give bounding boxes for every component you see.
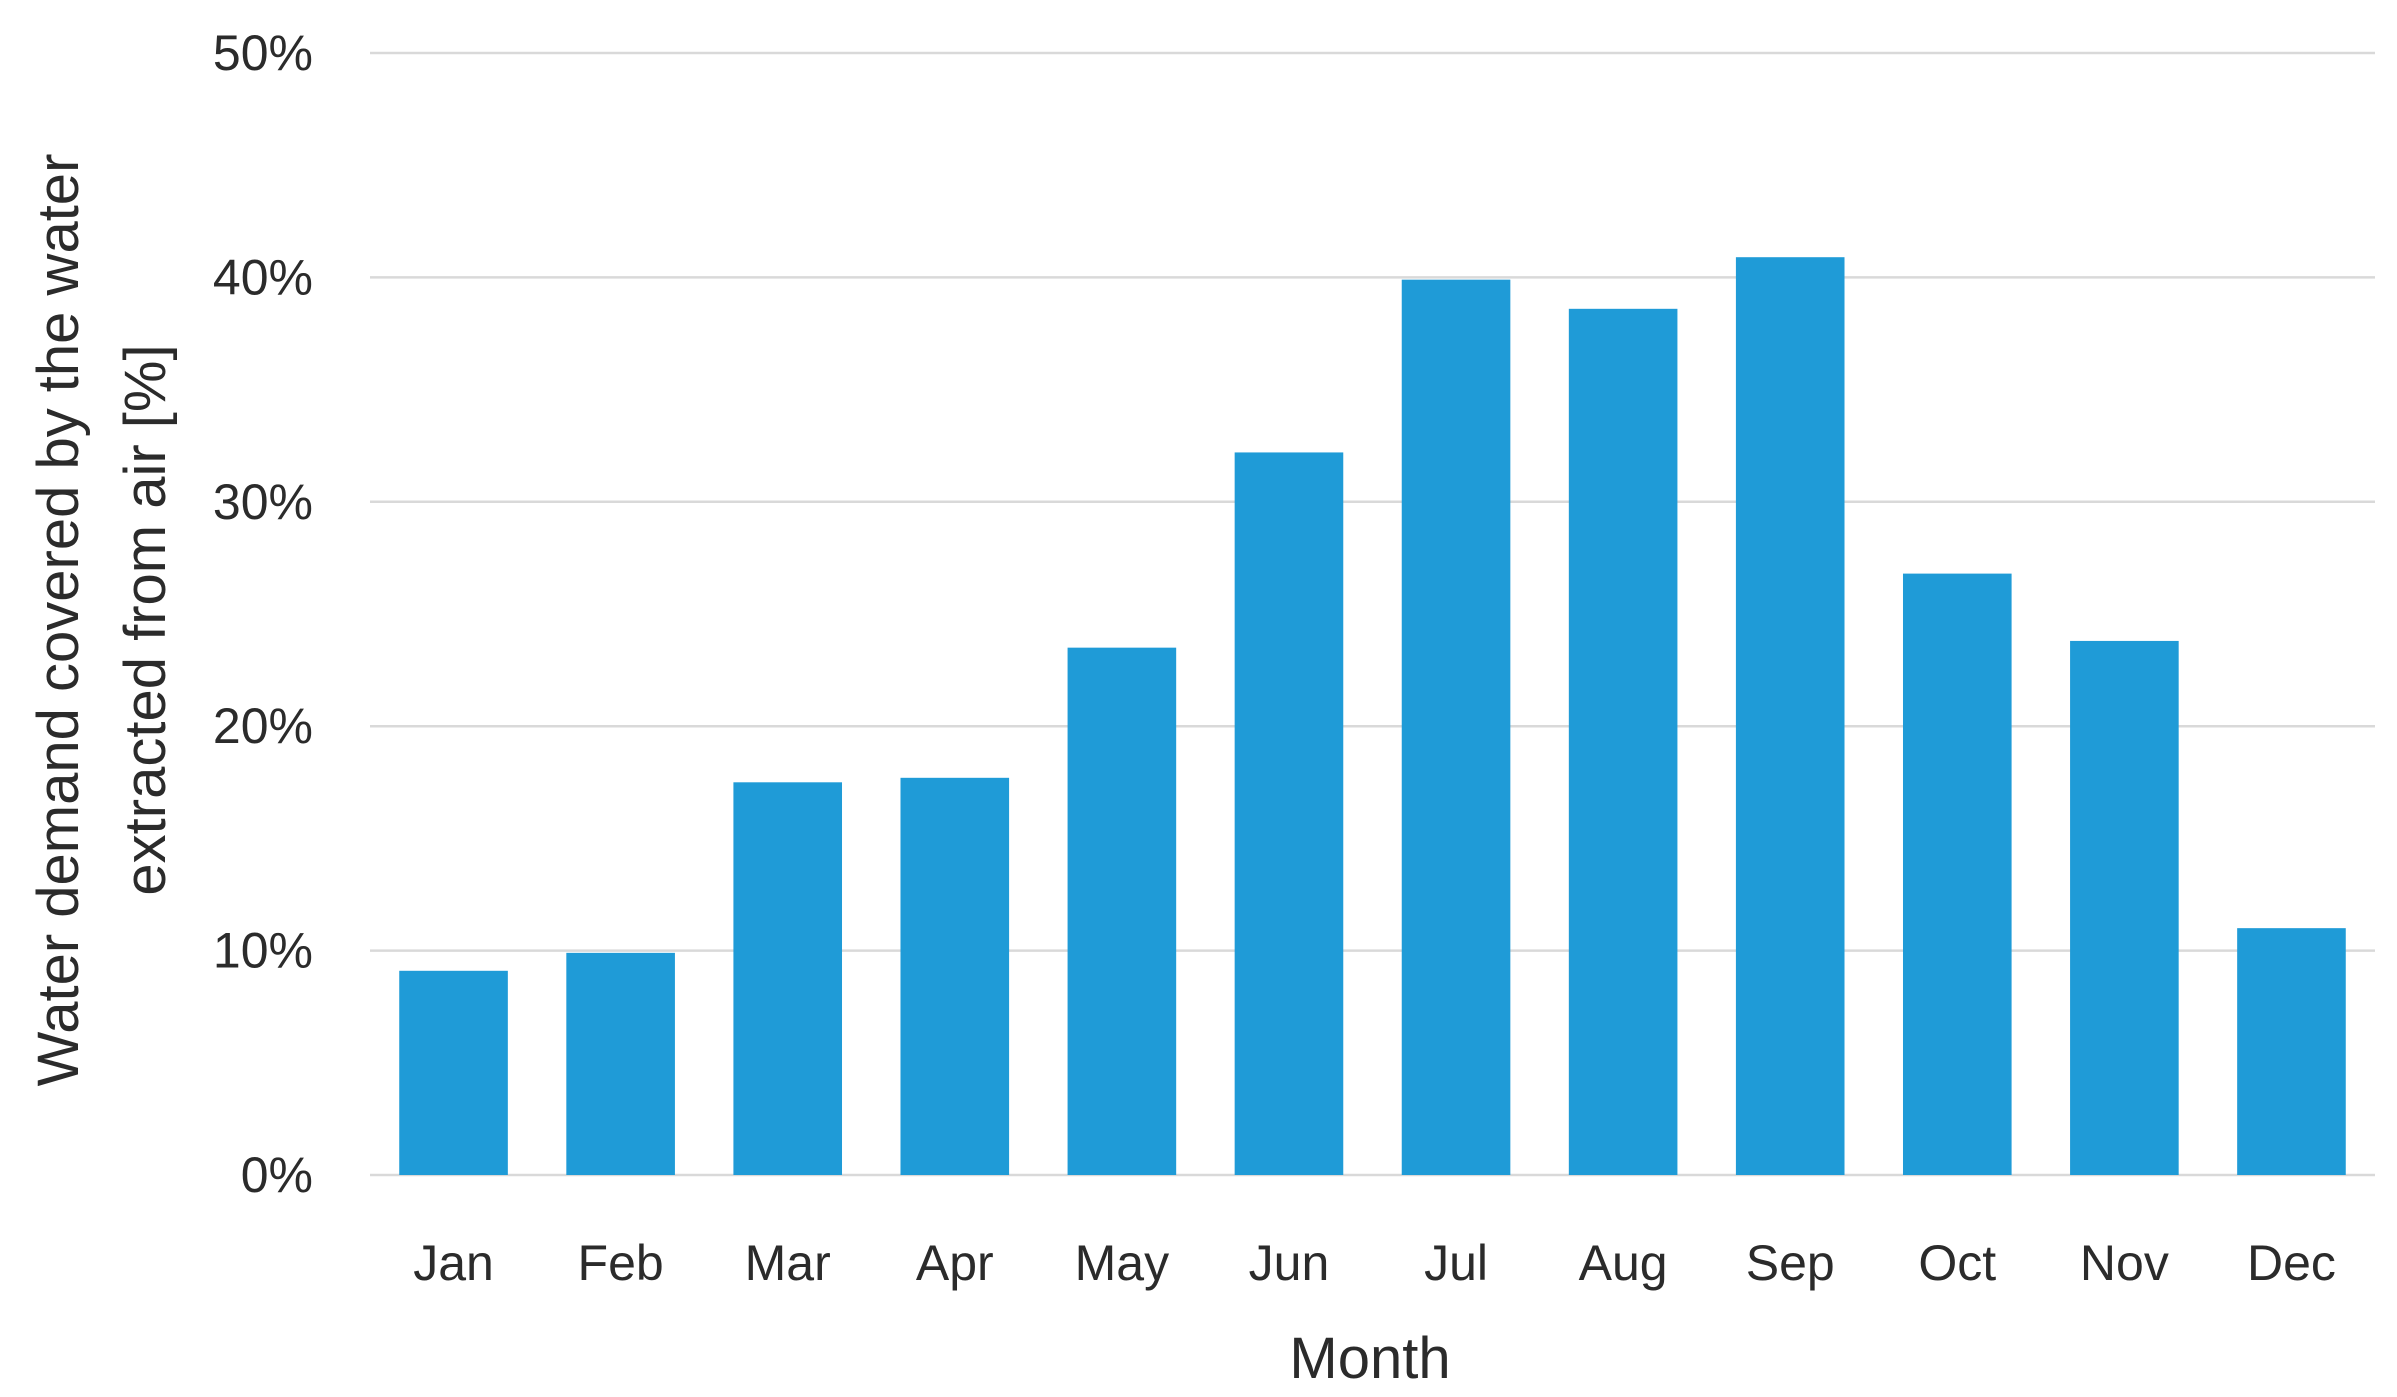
x-tick-label: May <box>1075 1235 1169 1291</box>
y-tick-label: 50% <box>213 25 313 81</box>
bar-feb <box>566 952 675 1175</box>
y-tick-label: 30% <box>213 474 313 530</box>
bar-jun <box>1234 452 1344 1175</box>
y-tick-label: 0% <box>241 1147 313 1203</box>
bar-aug <box>1568 308 1678 1175</box>
bar-sep <box>1735 257 1845 1176</box>
x-tick-label: Jul <box>1424 1235 1488 1291</box>
y-tick-label: 10% <box>213 923 313 979</box>
bar-apr <box>900 777 1010 1175</box>
x-tick-label: Aug <box>1579 1235 1668 1291</box>
y-tick-label: 40% <box>213 249 313 305</box>
x-axis-title: Month <box>1289 1326 1450 1391</box>
x-tick-label: Jun <box>1249 1235 1330 1291</box>
x-tick-label: Jan <box>413 1235 494 1291</box>
y-tick-label: 20% <box>213 698 313 754</box>
bars <box>399 257 2346 1176</box>
y-axis-ticks: 0% 10% 20% 30% 40% 50% <box>213 25 313 1203</box>
x-tick-label: Nov <box>2080 1235 2169 1291</box>
x-tick-label: Mar <box>745 1235 831 1291</box>
x-tick-label: Oct <box>1918 1235 1996 1291</box>
x-axis-ticks: Jan Feb Mar Apr May Jun Jul Aug Sep Oct Nov Dec <box>413 1235 2336 1291</box>
x-tick-label: Sep <box>1746 1235 1835 1291</box>
bar-jan <box>399 970 508 1175</box>
bar-mar <box>733 782 843 1175</box>
y-axis-title-line-2: extracted from air [%] <box>113 344 178 895</box>
bar-oct <box>1902 573 2012 1175</box>
y-axis-title: Water demand covered by the water extrac… <box>26 154 178 1087</box>
gridlines <box>370 51 2375 1177</box>
bar-jul <box>1401 279 1511 1175</box>
x-tick-label: Apr <box>916 1235 994 1291</box>
x-tick-label: Feb <box>578 1235 664 1291</box>
x-tick-label: Dec <box>2247 1235 2336 1291</box>
bar-dec <box>2237 928 2346 1175</box>
y-axis-title-line-1: Water demand covered by the water <box>26 154 91 1087</box>
bar-may <box>1067 647 1177 1175</box>
bar-nov <box>2070 640 2179 1175</box>
